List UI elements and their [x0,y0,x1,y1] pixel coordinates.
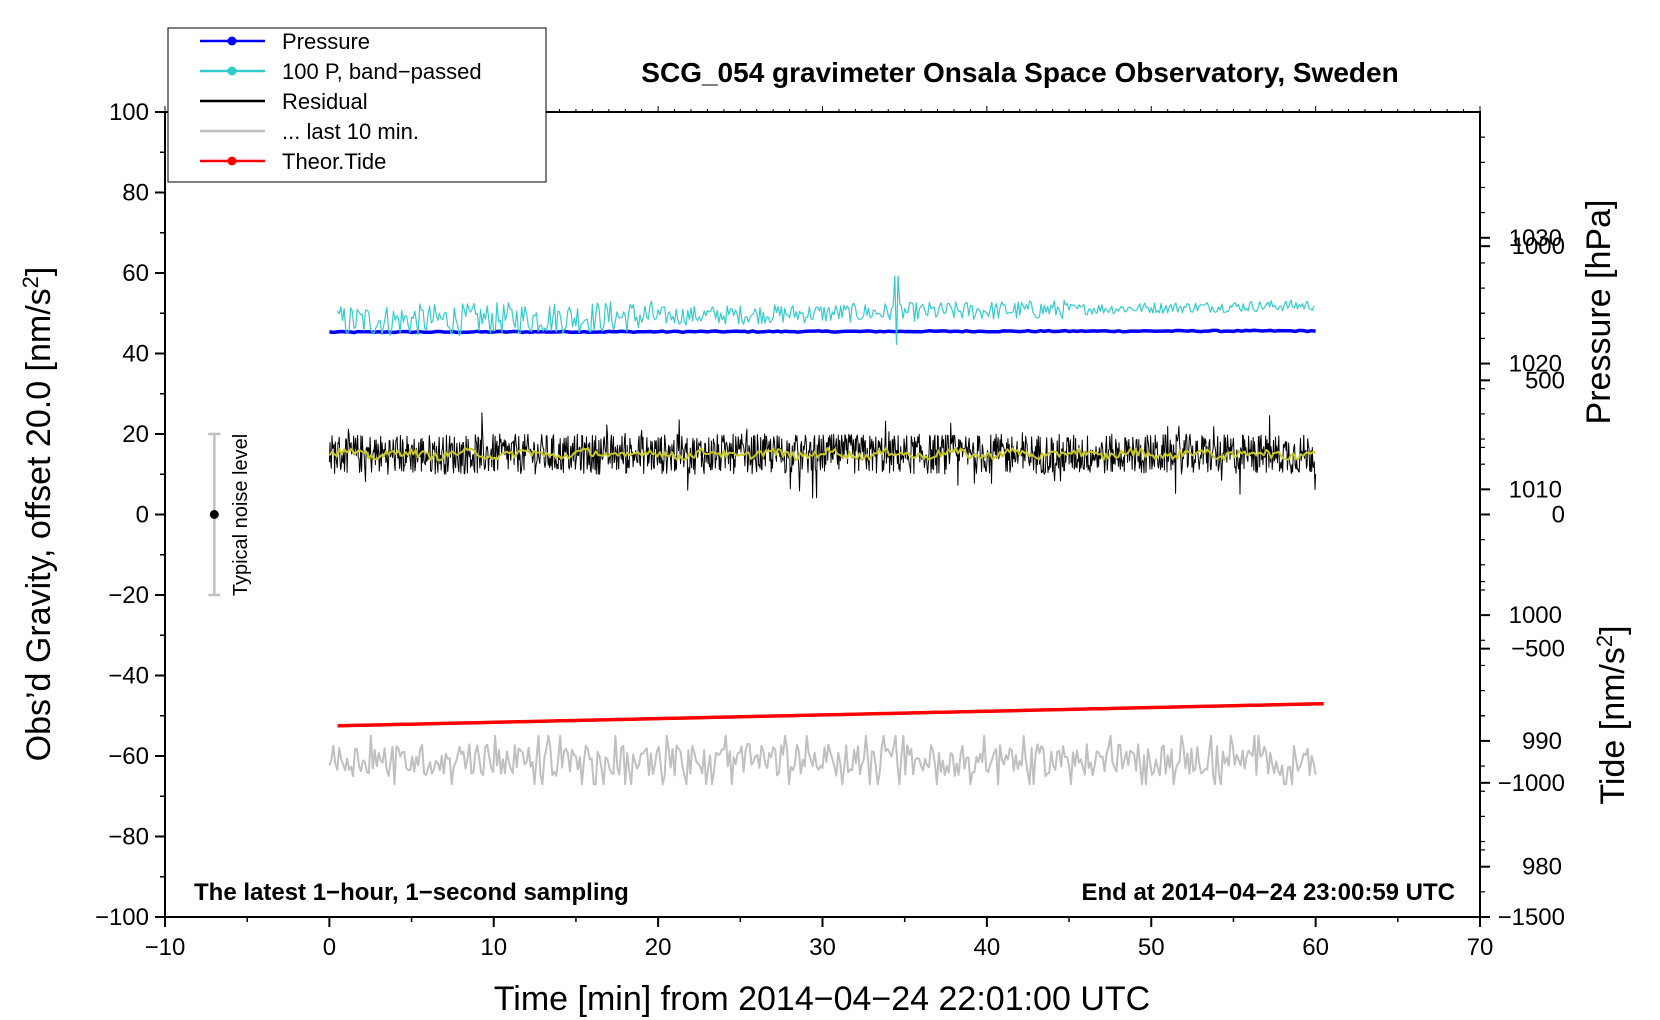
legend: Pressure 100 P, band−passed Residual ... la… [167,27,547,183]
pressure-tick-label: 1010 [1509,476,1562,503]
y-tick-label: −40 [108,663,149,690]
x-axis-title: Time [min] from 2014−04−24 22:01:00 UTC [494,980,1150,1018]
x-tick-label: 50 [1138,934,1165,961]
x-tick-label: 0 [323,934,336,961]
y-axis-ticks: −100 −80 −60 −40 −20 0 20 40 60 80 100 [95,99,165,931]
series-residual-smoothed-line [328,446,1317,462]
tide-tick-label: 500 [1525,367,1565,394]
annotation-bottom-left: The latest 1−hour, 1−second sampling [194,879,629,906]
noise-level-label: Typical noise level [230,434,252,596]
tide-tick-label: −500 [1511,636,1565,663]
tide-axis-ticks: −1500 −1000 −500 0 500 1000 [1480,233,1565,931]
y-axis-title-tide: Tide [nm/s2] [1592,625,1632,804]
legend-label: 100 P, band−passed [282,59,482,84]
x-tick-label: 70 [1467,934,1494,961]
y-axis-title-left-sup: 2 [18,276,43,288]
pressure-tick-label: 1020 [1509,351,1562,378]
series-last10min-line [328,734,1317,786]
y-axis-title-pressure: Pressure [hPa] [1580,200,1618,425]
y-tick-label: 100 [109,99,149,126]
tide-tick-label: −1000 [1498,770,1565,797]
legend-label: Pressure [282,29,370,54]
y-tick-label: −80 [108,824,149,851]
y-tick-label: 20 [122,421,149,448]
pressure-tick-label: 980 [1522,854,1562,881]
tide-tick-label: 0 [1552,502,1565,529]
legend-box [167,27,547,183]
series-tide-line [337,701,1324,728]
series-layer [328,275,1324,786]
x-axis-ticks: −10 0 10 20 30 40 50 60 70 [145,106,1494,961]
legend-label: ... last 10 min. [282,119,419,144]
x-tick-label: 40 [974,934,1001,961]
tide-tick-label: −1500 [1498,904,1565,931]
legend-swatch-marker [227,36,237,46]
y-tick-label: −60 [108,743,149,770]
tide-tick-label: 1000 [1512,233,1565,260]
x-tick-label: 20 [645,934,672,961]
y-axis-title-tide-main: Tide [nm/s [1594,647,1632,804]
y-tick-label: −100 [95,904,149,931]
pressure-axis-ticks: 980 990 1000 1010 1020 1030 [1480,136,1562,893]
y-axis-title-tide-end: ] [1594,625,1632,634]
x-tick-label: −10 [145,934,186,961]
noise-level-bar [208,432,221,597]
series-bandpassed-line [337,275,1315,345]
pressure-tick-label: 1030 [1509,225,1562,252]
pressure-tick-label: 1000 [1509,602,1562,629]
y-axis-title-left-main: Obs’d Gravity, offset 20.0 [nm/s [20,288,58,761]
y-tick-label: 80 [122,180,149,207]
x-tick-label: 30 [809,934,836,961]
y-axis-title-left-end: ] [20,267,58,276]
legend-swatch-marker [227,156,237,166]
y-axis-title-tide-sup: 2 [1592,635,1617,647]
y-tick-label: 40 [122,341,149,368]
series-pressure-line [329,328,1316,335]
y-axis-title-left: Obs’d Gravity, offset 20.0 [nm/s2] [18,267,58,762]
noise-bar-center-dot [209,510,219,519]
y-tick-label: 0 [136,502,149,529]
pressure-tick-label: 990 [1522,728,1562,755]
legend-swatch-marker [227,66,237,76]
chart-title: SCG_054 gravimeter Onsala Space Observat… [641,57,1398,88]
legend-label: Theor.Tide [282,149,386,174]
y-tick-label: −20 [108,582,149,609]
legend-label: Residual [282,89,368,114]
y-tick-label: 60 [122,260,149,287]
x-tick-label: 10 [480,934,507,961]
plot-frame [164,111,1481,918]
series-residual-line [328,412,1317,499]
annotation-bottom-right: End at 2014−04−24 23:00:59 UTC [1081,879,1455,906]
x-tick-label: 60 [1302,934,1329,961]
